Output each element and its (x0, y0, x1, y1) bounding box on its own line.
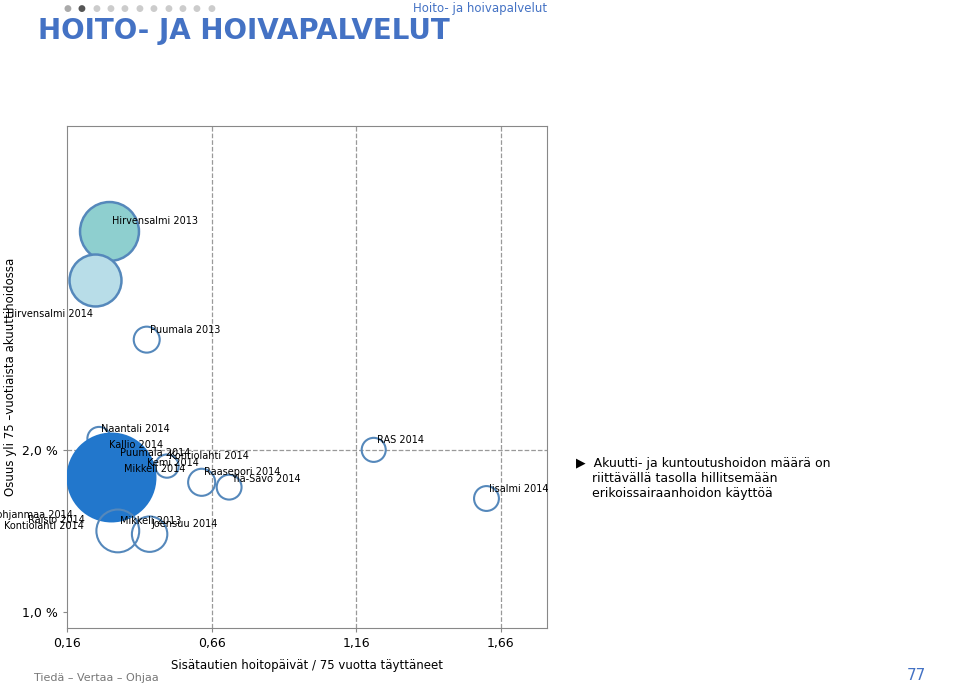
Text: Kontiolahti 2014: Kontiolahti 2014 (5, 521, 87, 531)
Point (142, 528, 157, 540)
Text: Tiedä – Vertaa – Ohjaa: Tiedä – Vertaa – Ohjaa (34, 673, 158, 683)
Point (91, 433, 107, 444)
Text: Matala
akuuttihoidon
peittävyys,
vähän sisätautien
hoitopäiviä: Matala akuuttihoidon peittävyys, vähän s… (596, 318, 695, 377)
Text: ●: ● (63, 4, 71, 13)
Text: Naantali 2014: Naantali 2014 (102, 424, 170, 433)
Text: Hirvensalmi: Hirvensalmi (606, 124, 685, 136)
Text: ERIKOISSAIRAANHOIDON SISÄTAUTIOSASTO  (+75 V.): ERIKOISSAIRAANHOIDON SISÄTAUTIOSASTO (+7… (46, 65, 420, 78)
Point (110, 526, 126, 537)
Text: Puumala 2013: Puumala 2013 (150, 325, 220, 335)
Point (159, 461, 175, 472)
Text: ●: ● (179, 4, 186, 13)
Text: Ylä-Savo 2014: Ylä-Savo 2014 (231, 474, 301, 484)
Point (102, 225, 117, 237)
Text: ●: ● (107, 4, 114, 13)
Text: ●: ● (78, 4, 85, 13)
Text: ▶  Akuutti- ja kuntoutushoidon määrä on
    riittävällä tasolla hillitsemään
   : ▶ Akuutti- ja kuntoutushoidon määrä on r… (576, 457, 830, 500)
Text: Hirvensalmi 2014: Hirvensalmi 2014 (8, 309, 93, 319)
Text: Matala
akuuttihoidon
peittävyys ja
paljon
sisätautien
hoitopäiviä: Matala akuuttihoidon peittävyys ja paljo… (775, 302, 852, 374)
Point (99, 449, 114, 460)
Text: ●: ● (193, 4, 201, 13)
Text: ●: ● (150, 4, 157, 13)
Point (103, 472, 118, 483)
X-axis label: Sisätautien hoitopäivät / 75 vuotta täyttäneet: Sisätautien hoitopäivät / 75 vuotta täyt… (171, 658, 444, 671)
Text: SEKÄ AKUUTTI-, KUNTOUTUS- JA LYHYTAIKAISHOITO: SEKÄ AKUUTTI-, KUNTOUTUS- JA LYHYTAIKAIS… (46, 87, 411, 102)
Text: ●: ● (121, 4, 129, 13)
Point (110, 457, 126, 468)
Text: Hoito- ja hoivapalvelut: Hoito- ja hoivapalvelut (413, 2, 547, 15)
Text: 77: 77 (907, 668, 926, 683)
Text: Kallio 2014: Kallio 2014 (108, 440, 162, 450)
Y-axis label: Osuus yli 75 –vuotiaista akuuttihoidossa: Osuus yli 75 –vuotiaista akuuttihoidossa (4, 258, 16, 496)
Point (87, 274, 103, 285)
Point (79, 477, 94, 488)
Point (139, 334, 155, 346)
Text: Kontiolahti 2014: Kontiolahti 2014 (169, 451, 250, 461)
Point (82, 483, 97, 494)
Text: Joensuu 2014: Joensuu 2014 (152, 519, 218, 529)
Text: Mikkeli, Puumala: Mikkeli, Puumala (592, 284, 699, 294)
Point (222, 482, 237, 493)
Text: Iisalmi 2014: Iisalmi 2014 (490, 484, 549, 493)
Text: Mikkeli 2013: Mikkeli 2013 (120, 516, 181, 526)
Text: Korkea
akuuttihoidon
peittävyys,
paljon
sisätautien
hoitopäiviä: Korkea akuuttihoidon peittävyys, paljon … (775, 142, 852, 214)
Text: Järvi-Pohjanmaa 2014: Järvi-Pohjanmaa 2014 (0, 510, 73, 520)
Point (366, 445, 381, 456)
Text: Korkea
akuuttihoidon
peittävyys ja
vähän
sisätautien
hoitopäiviä: Korkea akuuttihoidon peittävyys ja vähän… (607, 157, 684, 229)
Point (479, 493, 494, 504)
Text: ●: ● (135, 4, 143, 13)
Text: RAS 2014: RAS 2014 (376, 435, 423, 445)
Text: Puumala 2014: Puumala 2014 (120, 448, 190, 458)
Point (137, 466, 153, 477)
Text: ●: ● (164, 4, 172, 13)
Text: Hirvensalmi 2013: Hirvensalmi 2013 (112, 216, 198, 226)
Point (67, 472, 83, 483)
Text: Mikkeli 2014: Mikkeli 2014 (124, 464, 185, 474)
Point (194, 477, 209, 488)
Text: Raasepori 2014: Raasepori 2014 (204, 468, 280, 477)
Text: Raisio 2014: Raisio 2014 (28, 514, 84, 525)
Text: Kemi 2014: Kemi 2014 (147, 458, 199, 468)
Text: ●: ● (92, 4, 100, 13)
Text: ●: ● (207, 4, 215, 13)
Text: HOITO- JA HOIVAPALVELUT: HOITO- JA HOIVAPALVELUT (38, 17, 450, 45)
